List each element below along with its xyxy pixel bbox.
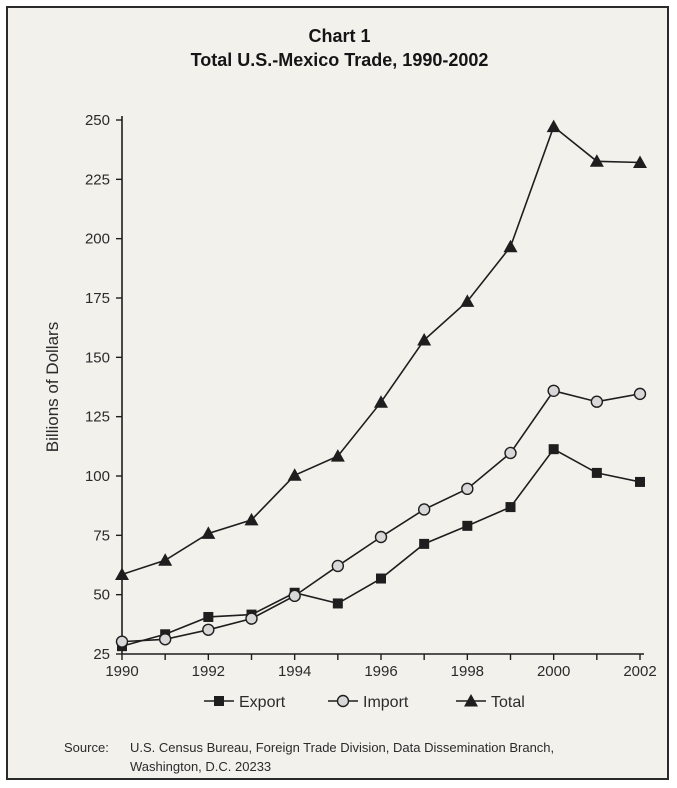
data-point-total — [287, 468, 302, 481]
data-point-import — [504, 446, 517, 460]
y-tick-label: 75 — [93, 527, 110, 544]
legend-marker-import — [336, 694, 350, 708]
source-label: Source: — [64, 740, 109, 755]
y-tick-label: 225 — [85, 171, 110, 188]
legend-label-total: Total — [491, 694, 525, 711]
data-point-import — [590, 395, 604, 408]
data-point-total — [244, 512, 259, 526]
data-point-import — [374, 530, 388, 544]
data-point-export — [548, 444, 559, 455]
source-note: Source: U.S. Census Bureau, Foreign Trad… — [64, 738, 664, 776]
data-point-import — [115, 635, 129, 648]
data-point-import — [633, 387, 647, 401]
source-line-1: U.S. Census Bureau, Foreign Trade Divisi… — [130, 740, 555, 755]
data-point-export — [635, 476, 645, 487]
data-point-import — [461, 482, 474, 496]
data-point-export — [376, 573, 386, 584]
series-line-total — [121, 125, 641, 576]
legend-label-export: Export — [239, 694, 286, 711]
x-tick-label: 2002 — [623, 663, 656, 680]
data-point-total — [589, 154, 604, 167]
data-point-import — [288, 589, 301, 603]
y-axis-title: Billions of Dollars — [43, 322, 62, 452]
x-tick-label: 1994 — [278, 663, 311, 680]
legend-marker-export — [214, 696, 224, 706]
y-tick-label: 25 — [93, 646, 110, 663]
y-tick-label: 250 — [85, 112, 110, 129]
data-point-total — [546, 119, 561, 133]
data-point-export — [332, 598, 343, 609]
y-tick-label: 150 — [85, 349, 110, 366]
data-point-import — [331, 559, 345, 573]
data-point-total — [201, 526, 216, 539]
data-point-total — [115, 567, 129, 580]
y-tick-label: 125 — [85, 409, 110, 426]
legend-marker-total — [464, 694, 478, 707]
data-point-import — [202, 623, 215, 636]
y-tick-label: 175 — [85, 290, 110, 307]
data-point-import — [417, 503, 431, 516]
chart-title: Chart 1 — [308, 26, 371, 46]
x-tick-label: 1996 — [364, 663, 397, 680]
data-point-total — [460, 294, 475, 307]
y-tick-label: 50 — [93, 587, 110, 604]
data-point-export — [462, 520, 473, 531]
chart-subtitle: Total U.S.-Mexico Trade, 1990-2002 — [190, 50, 489, 70]
y-tick-label: 200 — [85, 231, 110, 248]
x-tick-label: 1990 — [105, 663, 138, 680]
data-point-import — [547, 384, 560, 397]
line-chart: 25 50 75 100 125 150 175 200 225 250 1990 1992 1994 1… — [43, 112, 657, 711]
data-point-export — [203, 611, 214, 622]
series-total — [115, 119, 647, 580]
x-tick-label: 1992 — [192, 663, 225, 680]
source-line-2: Washington, D.C. 20233 — [130, 759, 272, 774]
data-point-export — [419, 538, 430, 549]
x-tick-label: 2000 — [537, 663, 570, 680]
data-point-total — [417, 333, 432, 346]
series-layer — [115, 119, 647, 652]
data-point-total — [158, 553, 173, 566]
data-point-total — [633, 155, 647, 168]
series-export — [117, 444, 645, 652]
data-point-export — [505, 502, 516, 513]
data-point-import — [245, 612, 258, 625]
data-point-export — [591, 467, 602, 478]
axes: 25 50 75 100 125 150 175 200 225 250 1990 1992 1994 1… — [43, 112, 657, 680]
data-point-total — [503, 239, 518, 253]
legend: Export Import Total — [204, 694, 525, 711]
legend-label-import: Import — [363, 694, 409, 711]
data-point-total — [374, 395, 388, 408]
series-line-export — [121, 448, 641, 647]
y-tick-label: 100 — [85, 468, 110, 485]
x-tick-label: 1998 — [451, 663, 484, 680]
data-point-total — [330, 449, 345, 462]
chart-frame: Chart 1 Total U.S.-Mexico Trade, 1990-20… — [6, 6, 669, 780]
series-import — [115, 384, 647, 648]
data-point-import — [158, 633, 172, 646]
series-line-import — [121, 389, 641, 643]
